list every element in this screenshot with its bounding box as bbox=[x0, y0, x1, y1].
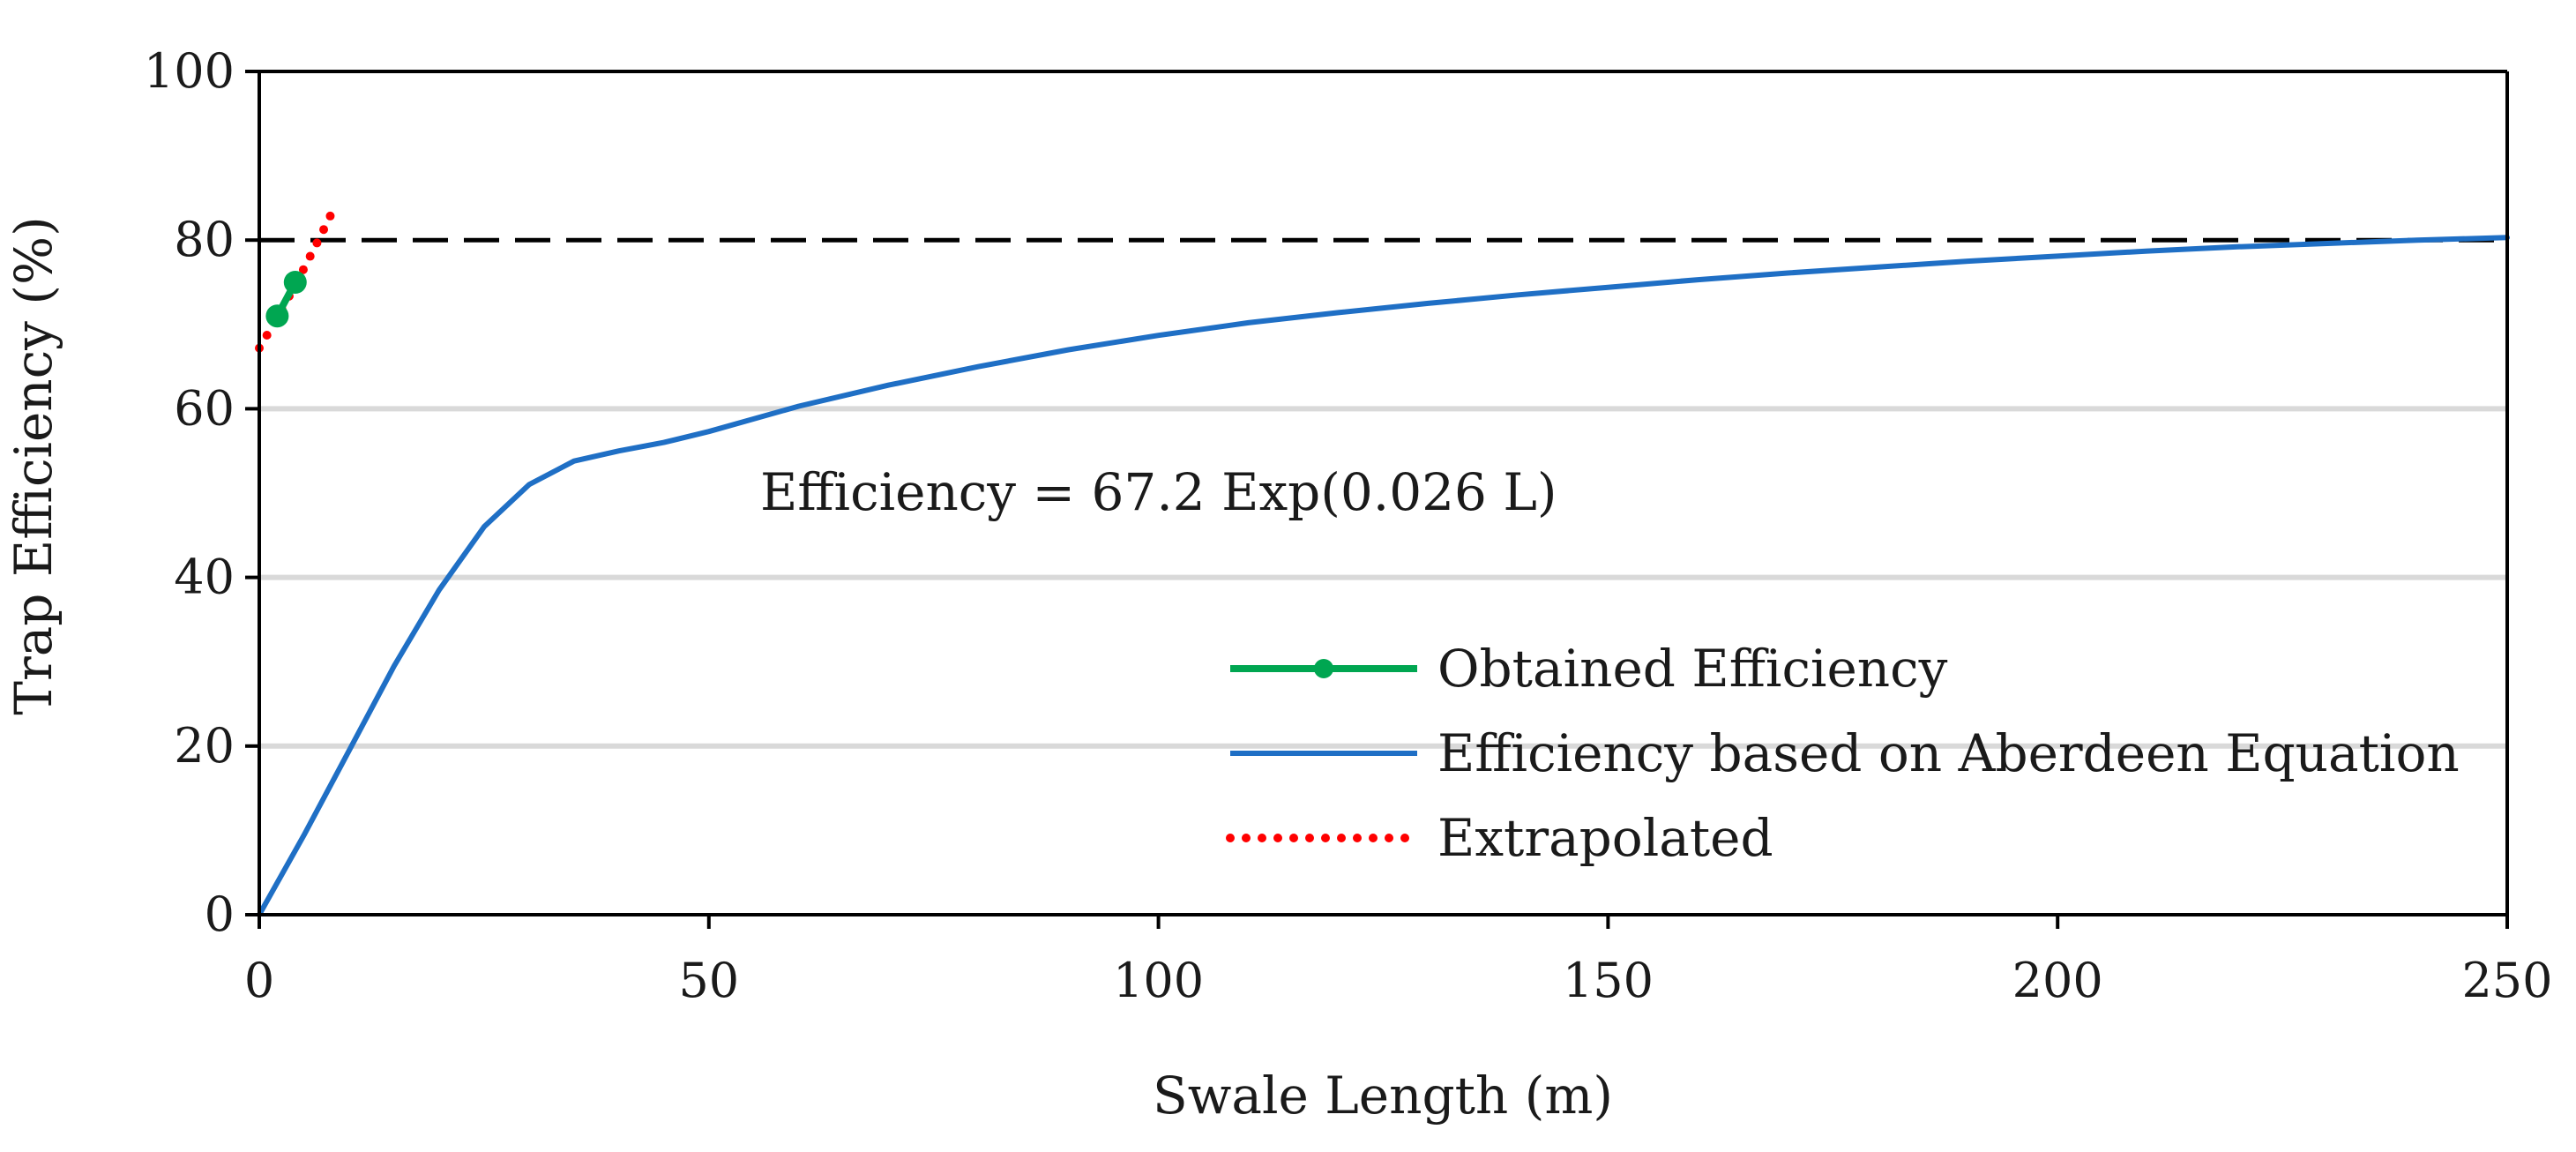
y-tick-label-20: 20 bbox=[174, 718, 235, 774]
legend-item-aberdeen: Efficiency based on Aberdeen Equation bbox=[1230, 723, 2460, 783]
series-line-aberdeen bbox=[257, 235, 2510, 917]
axes bbox=[245, 70, 2509, 929]
legend-label-aberdeen: Efficiency based on Aberdeen Equation bbox=[1437, 723, 2460, 783]
x-tick-label-250: 250 bbox=[2461, 953, 2552, 1008]
series-point-obtained-0 bbox=[265, 304, 289, 328]
legend-label-extrapolated: Extrapolated bbox=[1437, 808, 1773, 868]
x-tick-label-100: 100 bbox=[1113, 953, 1204, 1008]
legend-item-extrapolated: Extrapolated bbox=[1226, 808, 1773, 868]
y-tick-label-0: 0 bbox=[205, 886, 235, 942]
series-point-obtained-1 bbox=[283, 271, 307, 294]
y-axis-title: Trap Efficiency (%) bbox=[4, 216, 63, 714]
gridlines bbox=[259, 406, 2507, 749]
x-tick-label-150: 150 bbox=[1563, 953, 1654, 1008]
legend-label-obtained: Obtained Efficiency bbox=[1437, 639, 1948, 699]
legend-item-obtained: Obtained Efficiency bbox=[1230, 639, 1948, 699]
y-tick-label-40: 40 bbox=[174, 550, 235, 605]
series-group bbox=[255, 198, 2510, 917]
legend-marker-obtained bbox=[1314, 659, 1333, 678]
x-tick-label-200: 200 bbox=[2012, 953, 2103, 1008]
equation-annotation: Efficiency = 67.2 Exp(0.026 L) bbox=[760, 462, 1557, 522]
tick-labels: 0 20 40 60 80 100 0 50 100 150 200 250 bbox=[144, 43, 2553, 1008]
y-tick-label-100: 100 bbox=[144, 43, 235, 99]
x-axis-title: Swale Length (m) bbox=[1153, 1066, 1613, 1126]
y-tick-label-60: 60 bbox=[174, 380, 235, 436]
y-tick-label-80: 80 bbox=[174, 212, 235, 267]
legend: Obtained Efficiency Efficiency based on … bbox=[1226, 639, 2460, 868]
x-tick-label-50: 50 bbox=[678, 953, 739, 1008]
x-tick-label-0: 0 bbox=[244, 953, 274, 1008]
